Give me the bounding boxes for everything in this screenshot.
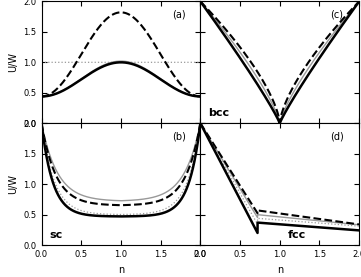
Text: sc: sc — [49, 230, 63, 240]
Y-axis label: U/W: U/W — [8, 174, 18, 194]
X-axis label: n: n — [277, 265, 283, 275]
Y-axis label: U/W: U/W — [8, 52, 18, 72]
Text: (a): (a) — [172, 9, 186, 19]
Text: (d): (d) — [331, 131, 344, 141]
Text: fcc: fcc — [288, 230, 306, 240]
Text: (b): (b) — [172, 131, 186, 141]
Text: (c): (c) — [331, 9, 344, 19]
X-axis label: n: n — [118, 265, 124, 275]
Text: bcc: bcc — [208, 108, 230, 118]
